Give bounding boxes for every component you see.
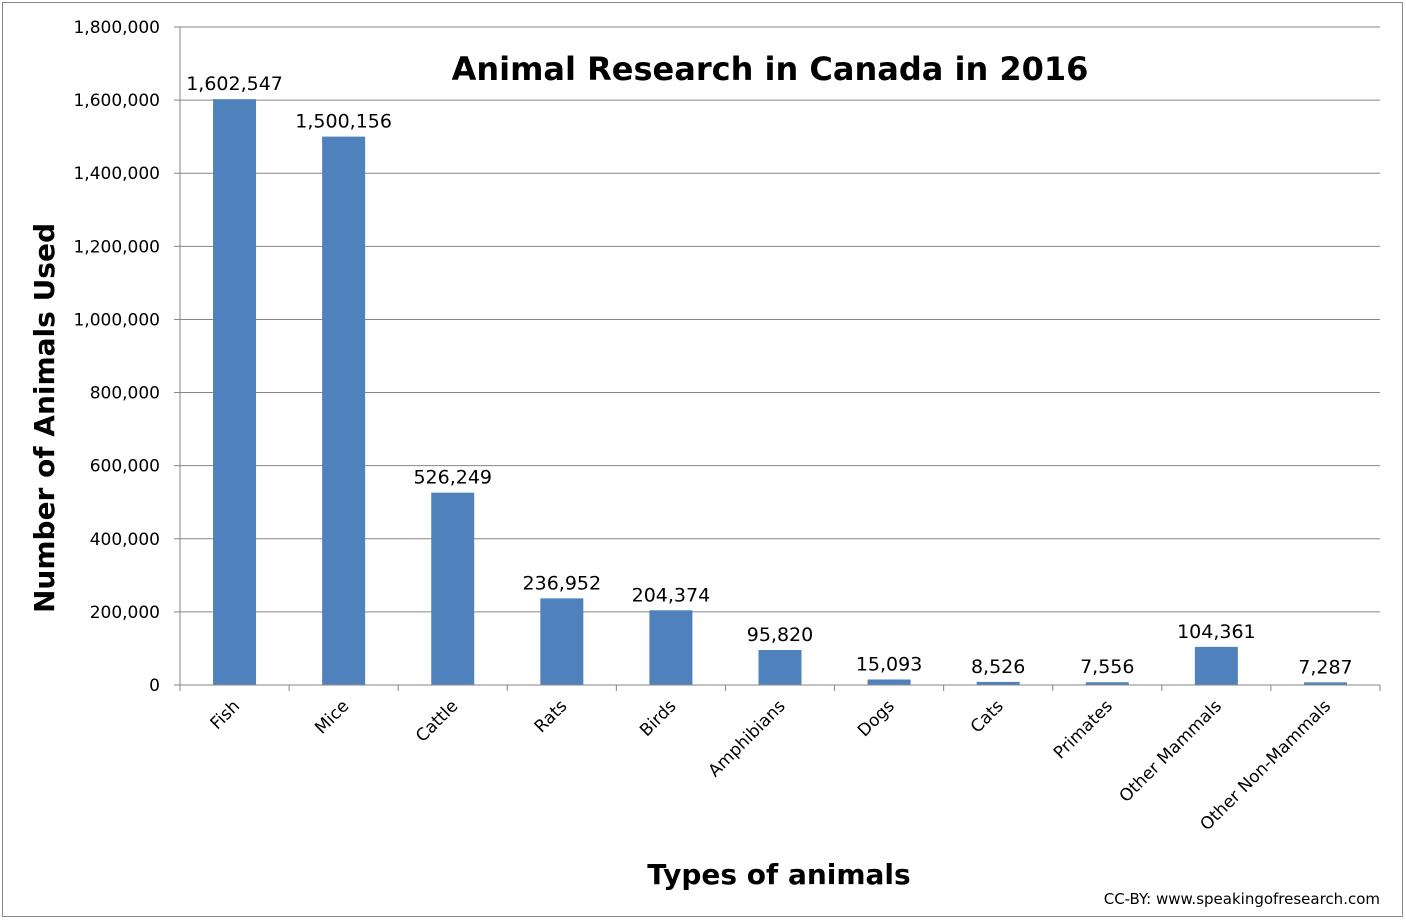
data-label: 7,556	[1080, 656, 1134, 678]
y-tick-label: 1,400,000	[73, 164, 160, 184]
data-label: 526,249	[413, 467, 492, 489]
y-tick-label: 0	[149, 676, 160, 696]
y-tick-label: 1,600,000	[73, 91, 160, 111]
bar-birds	[649, 610, 693, 685]
credit-text: CC-BY: www.speakingofresearch.com	[1104, 890, 1380, 908]
y-tick-label: 200,000	[90, 603, 160, 623]
x-axis-label: Types of animals	[647, 858, 910, 891]
gridlines	[180, 26, 1380, 613]
bar-fish	[213, 99, 257, 685]
y-tick-label: 400,000	[90, 530, 160, 550]
y-tick-label: 1,000,000	[73, 310, 160, 330]
bar-cattle	[431, 492, 475, 685]
bar-other-non-mammals	[1303, 682, 1347, 685]
bar-cats	[976, 681, 1020, 685]
data-label: 1,500,156	[295, 111, 392, 133]
chart-title: Animal Research in Canada in 2016	[452, 50, 1089, 88]
bar-other-mammals	[1194, 646, 1238, 685]
data-labels: 1,602,547 1,500,156 526,249 236,952 204,374 9…	[186, 73, 1352, 678]
data-label: 8,526	[971, 656, 1025, 678]
bar-amphibians	[758, 649, 802, 685]
data-label: 1,602,547	[186, 73, 283, 95]
data-label: 104,361	[1177, 621, 1256, 643]
axes	[174, 26, 1381, 691]
y-axis-label: Number of Animals Used	[28, 223, 61, 613]
data-label: 7,287	[1298, 656, 1352, 678]
y-tick-label: 1,800,000	[73, 18, 160, 38]
bar-mice	[322, 136, 366, 686]
data-label: 204,374	[632, 584, 711, 606]
data-label: 95,820	[747, 624, 813, 646]
data-label: 15,093	[856, 653, 922, 675]
y-tick-label: 600,000	[90, 457, 160, 477]
bar-dogs	[867, 679, 911, 685]
bar-primates	[1085, 682, 1129, 685]
y-tick-labels: 0 200,000 400,000 600,000 800,000 1,000,000 1,…	[73, 18, 160, 696]
data-label: 236,952	[523, 572, 602, 594]
y-tick-label: 800,000	[90, 384, 160, 404]
y-tick-label: 1,200,000	[73, 237, 160, 257]
bar-rats	[540, 598, 584, 685]
bars	[213, 99, 1347, 686]
